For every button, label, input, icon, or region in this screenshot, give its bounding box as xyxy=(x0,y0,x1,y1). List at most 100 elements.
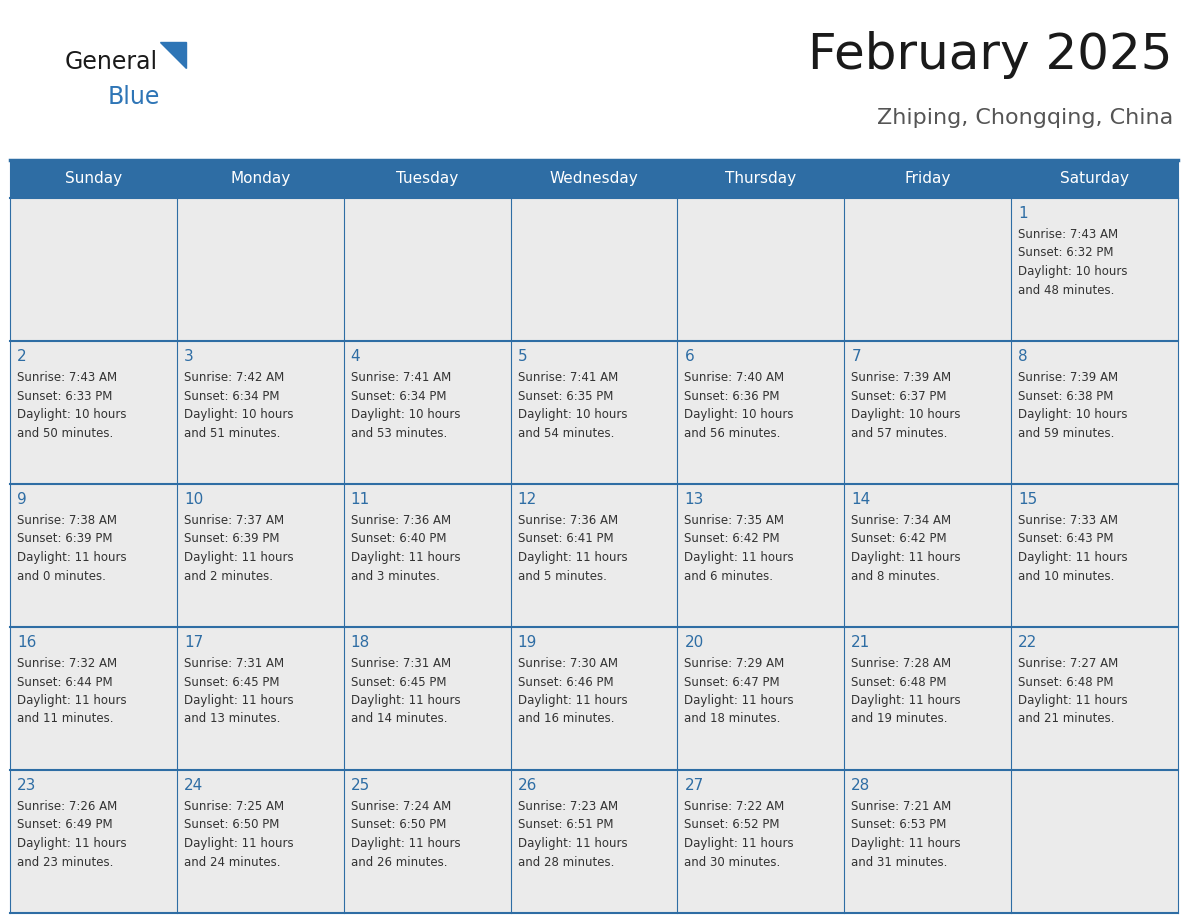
Text: Sunrise: 7:31 AM: Sunrise: 7:31 AM xyxy=(350,657,450,670)
Text: 4: 4 xyxy=(350,349,360,364)
Text: 5: 5 xyxy=(518,349,527,364)
Text: and 59 minutes.: and 59 minutes. xyxy=(1018,427,1114,440)
Bar xyxy=(1011,770,1178,913)
Text: Tuesday: Tuesday xyxy=(396,172,459,186)
Text: Sunrise: 7:30 AM: Sunrise: 7:30 AM xyxy=(518,657,618,670)
Text: Daylight: 11 hours: Daylight: 11 hours xyxy=(684,694,794,707)
Bar xyxy=(177,770,343,913)
Text: 17: 17 xyxy=(184,635,203,650)
Text: and 18 minutes.: and 18 minutes. xyxy=(684,712,781,725)
Bar xyxy=(511,341,677,484)
Text: Sunrise: 7:36 AM: Sunrise: 7:36 AM xyxy=(518,514,618,527)
Text: Daylight: 10 hours: Daylight: 10 hours xyxy=(184,408,293,421)
Bar xyxy=(677,160,845,198)
Text: and 13 minutes.: and 13 minutes. xyxy=(184,712,280,725)
Text: and 28 minutes.: and 28 minutes. xyxy=(518,856,614,868)
Text: 14: 14 xyxy=(852,492,871,507)
Text: Sunset: 6:46 PM: Sunset: 6:46 PM xyxy=(518,676,613,688)
Text: Sunset: 6:39 PM: Sunset: 6:39 PM xyxy=(184,532,279,545)
Text: Daylight: 10 hours: Daylight: 10 hours xyxy=(684,408,794,421)
Text: and 19 minutes.: and 19 minutes. xyxy=(852,712,948,725)
Text: Daylight: 11 hours: Daylight: 11 hours xyxy=(518,551,627,564)
Text: Sunset: 6:47 PM: Sunset: 6:47 PM xyxy=(684,676,781,688)
Bar xyxy=(845,770,1011,913)
Text: Sunset: 6:42 PM: Sunset: 6:42 PM xyxy=(852,532,947,545)
Bar xyxy=(845,341,1011,484)
Bar xyxy=(1011,160,1178,198)
Text: Sunset: 6:53 PM: Sunset: 6:53 PM xyxy=(852,819,947,832)
Text: Sunrise: 7:41 AM: Sunrise: 7:41 AM xyxy=(518,371,618,384)
Text: 28: 28 xyxy=(852,778,871,793)
Text: and 16 minutes.: and 16 minutes. xyxy=(518,712,614,725)
Text: Daylight: 11 hours: Daylight: 11 hours xyxy=(1018,551,1127,564)
Text: Daylight: 11 hours: Daylight: 11 hours xyxy=(184,694,293,707)
Bar xyxy=(177,627,343,770)
Text: Sunset: 6:39 PM: Sunset: 6:39 PM xyxy=(17,532,113,545)
Text: Daylight: 11 hours: Daylight: 11 hours xyxy=(350,551,460,564)
Text: Sunset: 6:48 PM: Sunset: 6:48 PM xyxy=(1018,676,1113,688)
Text: Sunset: 6:45 PM: Sunset: 6:45 PM xyxy=(350,676,447,688)
Text: Daylight: 11 hours: Daylight: 11 hours xyxy=(17,694,127,707)
Text: 11: 11 xyxy=(350,492,369,507)
Text: Sunrise: 7:25 AM: Sunrise: 7:25 AM xyxy=(184,800,284,813)
Text: and 53 minutes.: and 53 minutes. xyxy=(350,427,447,440)
Text: Sunrise: 7:39 AM: Sunrise: 7:39 AM xyxy=(1018,371,1118,384)
Bar xyxy=(343,198,511,341)
Text: and 31 minutes.: and 31 minutes. xyxy=(852,856,948,868)
Text: Sunset: 6:33 PM: Sunset: 6:33 PM xyxy=(17,389,113,402)
Text: Sunset: 6:38 PM: Sunset: 6:38 PM xyxy=(1018,389,1113,402)
Text: Sunset: 6:50 PM: Sunset: 6:50 PM xyxy=(184,819,279,832)
Text: Daylight: 11 hours: Daylight: 11 hours xyxy=(852,551,961,564)
Text: and 0 minutes.: and 0 minutes. xyxy=(17,569,106,583)
Text: and 21 minutes.: and 21 minutes. xyxy=(1018,712,1114,725)
Text: 8: 8 xyxy=(1018,349,1028,364)
Text: and 56 minutes.: and 56 minutes. xyxy=(684,427,781,440)
Text: Sunset: 6:50 PM: Sunset: 6:50 PM xyxy=(350,819,446,832)
Text: Sunset: 6:34 PM: Sunset: 6:34 PM xyxy=(184,389,279,402)
Bar xyxy=(10,627,177,770)
Text: 16: 16 xyxy=(17,635,37,650)
Text: Sunrise: 7:36 AM: Sunrise: 7:36 AM xyxy=(350,514,450,527)
Text: and 24 minutes.: and 24 minutes. xyxy=(184,856,280,868)
Text: 9: 9 xyxy=(17,492,27,507)
Text: Sunrise: 7:42 AM: Sunrise: 7:42 AM xyxy=(184,371,284,384)
Text: Daylight: 10 hours: Daylight: 10 hours xyxy=(852,408,961,421)
Text: Daylight: 11 hours: Daylight: 11 hours xyxy=(852,694,961,707)
Text: 20: 20 xyxy=(684,635,703,650)
Text: Daylight: 10 hours: Daylight: 10 hours xyxy=(518,408,627,421)
Bar xyxy=(177,341,343,484)
Text: Sunrise: 7:27 AM: Sunrise: 7:27 AM xyxy=(1018,657,1118,670)
Text: Sunrise: 7:22 AM: Sunrise: 7:22 AM xyxy=(684,800,785,813)
Text: Sunrise: 7:29 AM: Sunrise: 7:29 AM xyxy=(684,657,785,670)
Text: Daylight: 11 hours: Daylight: 11 hours xyxy=(518,837,627,850)
Text: and 26 minutes.: and 26 minutes. xyxy=(350,856,447,868)
Text: Daylight: 11 hours: Daylight: 11 hours xyxy=(184,837,293,850)
Bar xyxy=(845,484,1011,627)
Text: Sunset: 6:32 PM: Sunset: 6:32 PM xyxy=(1018,247,1113,260)
Bar xyxy=(343,627,511,770)
Text: Sunrise: 7:39 AM: Sunrise: 7:39 AM xyxy=(852,371,952,384)
Text: 13: 13 xyxy=(684,492,703,507)
Text: Sunrise: 7:26 AM: Sunrise: 7:26 AM xyxy=(17,800,118,813)
Text: Sunset: 6:36 PM: Sunset: 6:36 PM xyxy=(684,389,781,402)
Text: 1: 1 xyxy=(1018,206,1028,221)
Text: 10: 10 xyxy=(184,492,203,507)
Text: Monday: Monday xyxy=(230,172,290,186)
Bar xyxy=(845,160,1011,198)
Text: Saturday: Saturday xyxy=(1060,172,1129,186)
Text: Daylight: 11 hours: Daylight: 11 hours xyxy=(518,694,627,707)
Text: Daylight: 11 hours: Daylight: 11 hours xyxy=(684,837,794,850)
Text: Daylight: 11 hours: Daylight: 11 hours xyxy=(852,837,961,850)
Bar xyxy=(677,770,845,913)
Text: 24: 24 xyxy=(184,778,203,793)
Text: Sunrise: 7:33 AM: Sunrise: 7:33 AM xyxy=(1018,514,1118,527)
Text: Daylight: 11 hours: Daylight: 11 hours xyxy=(184,551,293,564)
Text: Daylight: 11 hours: Daylight: 11 hours xyxy=(350,694,460,707)
Bar xyxy=(511,627,677,770)
Text: Sunrise: 7:23 AM: Sunrise: 7:23 AM xyxy=(518,800,618,813)
Text: and 48 minutes.: and 48 minutes. xyxy=(1018,284,1114,297)
Bar xyxy=(511,484,677,627)
Text: and 6 minutes.: and 6 minutes. xyxy=(684,569,773,583)
Text: Friday: Friday xyxy=(904,172,950,186)
Text: and 54 minutes.: and 54 minutes. xyxy=(518,427,614,440)
